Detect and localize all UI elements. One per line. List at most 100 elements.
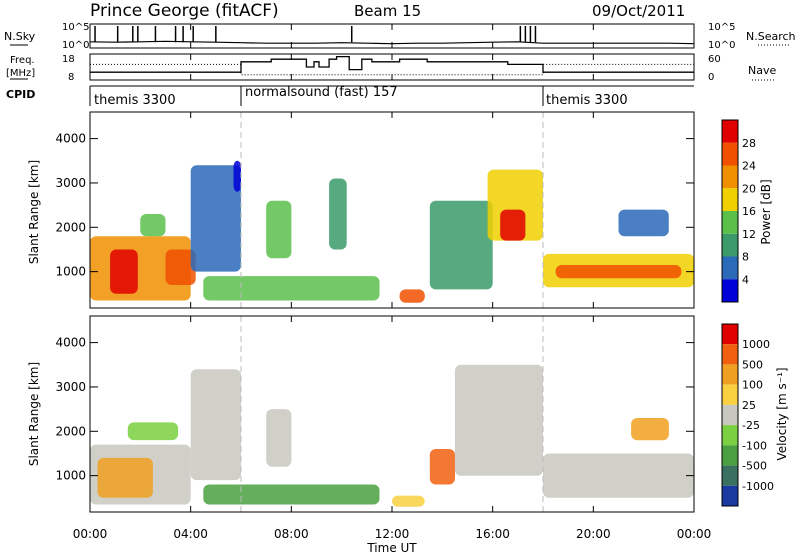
colorbar-frame	[721, 323, 739, 507]
colorbar-swatch-5	[722, 425, 738, 446]
scatter-region-9	[399, 289, 425, 303]
colorbar-tick-1: 500	[742, 358, 763, 371]
scatter-region-7	[266, 200, 292, 259]
colorbar-swatch-1	[722, 344, 738, 365]
colorbar-swatch-2	[722, 165, 738, 189]
power-y-axis: 1000 2000 3000 4000	[55, 132, 694, 279]
colorbar-swatch-6	[722, 445, 738, 466]
colorbar-swatch-4	[722, 404, 738, 426]
colorbar-swatch-0	[722, 120, 738, 143]
colorbar-swatch-6	[722, 256, 738, 280]
scatter-region-12	[500, 209, 526, 241]
colorbar-tick-2: 100	[742, 379, 763, 392]
colorbar-frame	[721, 119, 739, 303]
scatter-region-14	[555, 265, 682, 279]
scatter-region-3	[140, 214, 166, 237]
scatter-region-7	[429, 449, 455, 485]
cpid-strip: themis 3300 normalsound (fast) 157 themi…	[89, 85, 694, 108]
ytick-label-3: 4000	[55, 132, 86, 146]
beam-title: Beam 15	[354, 2, 421, 20]
freq-ytick-right-bottom: 0	[708, 72, 714, 83]
colorbar-tick-1: 8	[742, 251, 749, 264]
colorbar-tick-6: 28	[742, 137, 756, 150]
colorbar-tick-3: 25	[742, 399, 756, 412]
time-x-axis: 00:00 04:00 08:00 12:00 16:00 20:00 00:00	[73, 24, 712, 541]
scatter-region-10	[429, 200, 493, 290]
colorbar-swatch-7	[722, 279, 738, 303]
colorbar-swatch-2	[722, 364, 738, 385]
colorbar-tick-7: -1000	[742, 480, 774, 493]
noise-panel: N.Sky 10^5 10^0 10^5 10^0 N.Search	[4, 22, 796, 51]
velocity-y-axis-label: Slant Range [km]	[27, 362, 41, 466]
colorbar-swatch-3	[722, 188, 738, 212]
x-axis-label: Time UT	[366, 541, 417, 554]
freq-line	[90, 55, 694, 73]
nave-line	[90, 63, 694, 76]
colorbar-tick-4: 20	[742, 182, 756, 195]
nave-label: Nave	[748, 64, 776, 77]
freq-ytick-left-top: 18	[62, 54, 75, 65]
colorbar-tick-5: 24	[742, 160, 756, 173]
noise-left-label: N.Sky	[4, 30, 36, 43]
xtick-label-1: 04:00	[173, 527, 208, 541]
colorbar-tick-3: 16	[742, 205, 756, 218]
ytick-label-1: 2000	[55, 424, 86, 438]
date-title: 09/Oct/2011	[592, 2, 685, 20]
scatter-region-4	[203, 484, 380, 505]
colorbar-tick-0: 1000	[742, 338, 770, 351]
noise-right-label: N.Search	[746, 30, 796, 43]
colorbar-swatch-4	[722, 211, 738, 234]
scatter-region-8	[454, 364, 543, 476]
cpid-segment-1-label: themis 3300	[94, 93, 176, 108]
scatter-region-5	[233, 160, 241, 192]
xtick-label-4: 16:00	[475, 527, 510, 541]
freq-ytick-right-top: 60	[708, 54, 721, 65]
freq-ytick-left-bottom: 8	[68, 72, 74, 83]
ytick-label-1: 2000	[55, 220, 86, 234]
xtick-label-0: 00:00	[73, 527, 108, 541]
power-y-axis-label: Slant Range [km]	[27, 160, 41, 264]
colorbar-swatch-5	[722, 233, 738, 257]
power-heatmap	[90, 112, 694, 308]
noise-ytick-left-bottom: 10^0	[62, 40, 89, 51]
colorbar-tick-6: -500	[742, 460, 767, 473]
power-colorbar-label: Power [dB]	[759, 179, 773, 244]
colorbar-tick-2: 12	[742, 228, 756, 241]
xtick-label-2: 08:00	[274, 527, 309, 541]
velocity-y-axis: 1000 2000 3000 4000	[55, 336, 694, 483]
xtick-label-5: 20:00	[576, 527, 611, 541]
freq-label-bottom: [MHz]	[6, 68, 35, 79]
scatter-region-4	[190, 165, 241, 272]
scatter-region-1	[97, 457, 153, 498]
scatter-region-6	[203, 276, 380, 301]
ytick-label-3: 4000	[55, 336, 86, 350]
colorbar-tick-5: -100	[742, 439, 767, 452]
colorbar-tick-0: 4	[742, 273, 749, 286]
xtick-label-6: 00:00	[677, 527, 712, 541]
power-panel: 1000 2000 3000 4000 Slant Range [km] 4 8 12 16…	[27, 111, 773, 309]
velocity-colorbar-label: Velocity [m s⁻¹]	[775, 367, 789, 460]
station-title: Prince George (fitACF)	[90, 1, 279, 21]
scatter-region-10	[631, 418, 669, 441]
colorbar-swatch-8	[722, 485, 738, 506]
noise-ytick-right-top: 10^5	[708, 22, 735, 33]
scatter-region-1	[110, 249, 138, 294]
ytick-label-2: 3000	[55, 380, 86, 394]
scatter-region-9	[543, 453, 694, 498]
scatter-region-2	[165, 249, 196, 285]
ytick-label-2: 3000	[55, 176, 86, 190]
ytick-label-0: 1000	[55, 265, 86, 279]
power-colorbar: 4 8 12 16 20 24 28	[721, 119, 756, 303]
ytick-label-0: 1000	[55, 469, 86, 483]
scatter-region-8	[329, 178, 347, 250]
colorbar-swatch-7	[722, 465, 738, 486]
scatter-region-3	[190, 369, 241, 481]
velocity-colorbar: 1000 500 100 25 -25 -100 -500 -1000	[721, 323, 774, 507]
xtick-label-3: 12:00	[375, 527, 410, 541]
velocity-panel: 1000 2000 3000 4000 Slant Range [km] 1000 50…	[27, 315, 789, 513]
colorbar-swatch-1	[722, 142, 738, 166]
scatter-region-6	[392, 495, 425, 507]
noise-ytick-left-top: 10^5	[62, 22, 89, 33]
colorbar-swatch-0	[722, 324, 738, 345]
